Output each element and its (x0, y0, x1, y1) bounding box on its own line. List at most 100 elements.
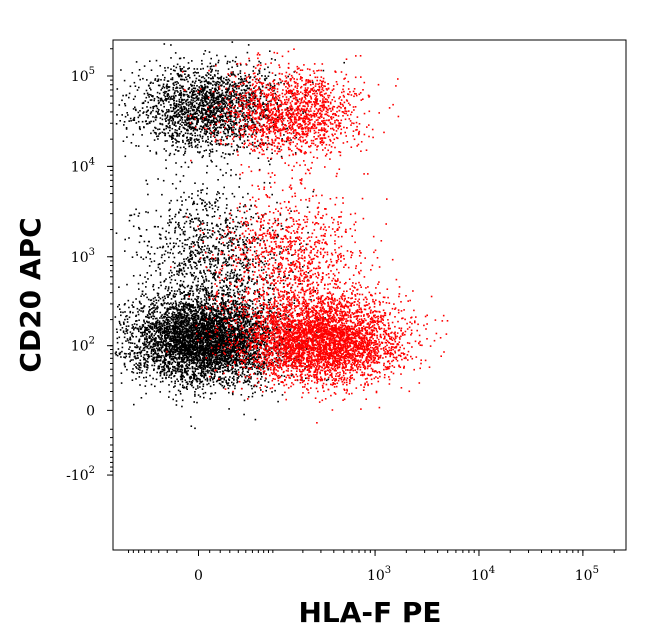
data-point (191, 345, 193, 347)
data-point (174, 385, 176, 387)
data-point (145, 360, 147, 362)
data-point (149, 327, 152, 329)
data-point (126, 332, 129, 334)
data-point (261, 376, 263, 378)
data-point (245, 347, 247, 349)
data-point (170, 337, 173, 340)
data-point (246, 379, 249, 382)
data-point (147, 356, 150, 359)
data-point (206, 328, 209, 330)
data-point (150, 355, 153, 357)
data-point (205, 365, 208, 368)
data-point (132, 336, 134, 338)
data-point (182, 354, 184, 357)
data-point (196, 401, 198, 404)
data-point (199, 359, 202, 362)
data-point (168, 344, 171, 347)
data-point (218, 338, 220, 340)
data-point (181, 306, 183, 308)
data-point (253, 348, 255, 350)
data-point (278, 383, 280, 385)
data-point (142, 325, 144, 328)
data-point (231, 332, 234, 335)
data-point (208, 299, 211, 301)
data-point (157, 367, 160, 369)
data-point (197, 284, 199, 286)
data-point (202, 370, 205, 373)
data-point (164, 340, 167, 343)
data-point (250, 355, 252, 357)
data-point (175, 304, 178, 306)
data-point (254, 351, 257, 354)
data-point (186, 340, 188, 342)
data-point (235, 335, 238, 338)
data-point (173, 334, 176, 336)
data-point (210, 343, 213, 346)
data-point (228, 352, 230, 355)
data-point (241, 341, 243, 344)
data-point (167, 321, 170, 324)
data-point (221, 377, 223, 380)
data-point (179, 316, 182, 318)
data-point (195, 375, 198, 377)
data-point (247, 396, 250, 398)
data-point (116, 337, 119, 340)
data-point (198, 338, 201, 341)
data-point (240, 335, 243, 337)
data-point (139, 384, 141, 386)
data-point (126, 318, 129, 320)
data-point (236, 327, 238, 330)
data-point (248, 355, 251, 357)
data-point (196, 385, 199, 387)
data-point (276, 326, 278, 328)
data-point (114, 352, 117, 355)
data-point (191, 337, 193, 339)
data-point (225, 358, 227, 360)
data-point (136, 372, 138, 374)
data-point (213, 342, 215, 344)
data-point (198, 352, 201, 354)
data-point (214, 302, 217, 305)
data-point (306, 337, 309, 340)
data-point (202, 357, 204, 360)
data-point (123, 352, 126, 355)
data-point (165, 346, 167, 349)
data-point (177, 320, 179, 322)
data-point (222, 364, 225, 366)
data-point (216, 341, 219, 343)
data-point (181, 320, 184, 322)
data-point (209, 385, 212, 388)
data-point (164, 334, 167, 337)
data-point (243, 341, 246, 343)
data-point (178, 361, 181, 364)
data-point (187, 356, 190, 358)
data-point (190, 354, 193, 357)
data-point (206, 377, 208, 380)
data-point (173, 312, 176, 314)
data-point (224, 315, 227, 318)
data-point (161, 370, 164, 373)
data-point (212, 312, 214, 314)
data-point (175, 330, 178, 332)
data-point (214, 358, 217, 360)
data-point (240, 330, 242, 332)
data-point (195, 312, 198, 315)
data-point (229, 319, 231, 321)
data-point (165, 366, 168, 368)
data-point (137, 313, 140, 316)
data-point (263, 361, 265, 363)
data-point (163, 349, 166, 351)
data-point (167, 320, 169, 322)
data-point (195, 346, 198, 348)
data-point (120, 314, 122, 317)
data-point (203, 361, 206, 364)
data-point (264, 344, 266, 347)
data-point (219, 364, 222, 367)
data-point (197, 316, 200, 319)
data-point (230, 339, 233, 342)
data-point (153, 330, 156, 332)
data-point (168, 368, 170, 371)
data-point (117, 305, 119, 308)
data-point (211, 355, 213, 357)
data-point (281, 359, 283, 362)
